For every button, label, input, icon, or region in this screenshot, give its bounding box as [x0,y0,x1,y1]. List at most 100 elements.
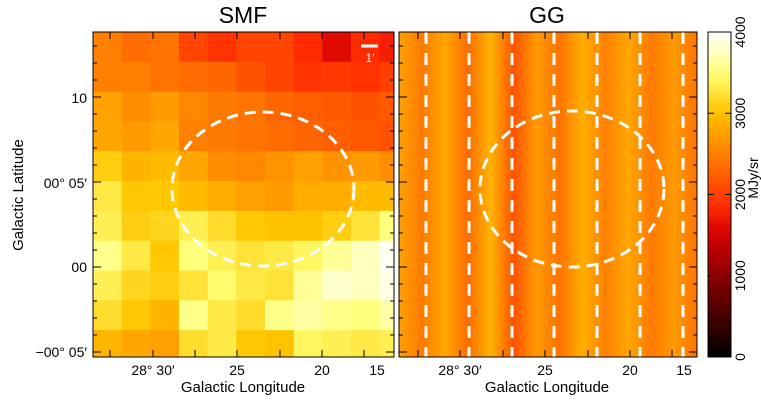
smf-heatmap-cell [293,300,323,331]
smf-heatmap-cell [351,181,381,212]
gg-x-tick-label: 25 [537,362,553,378]
smf-heatmap-cell [179,330,209,357]
smf-heatmap-cell [351,121,381,152]
smf-heatmap-cell [150,270,180,301]
smf-heatmap-cell [150,330,180,357]
smf-heatmap-cell [265,121,295,152]
smf-heatmap-cell [379,300,394,331]
smf-heatmap-cell [322,91,352,123]
smf-heatmap-cell [293,181,323,212]
smf-heatmap-cell [93,300,123,331]
smf-heatmap-cell [179,151,209,182]
smf-heatmap-cell [293,151,323,182]
smf-heatmap-cell [379,210,394,242]
y-axis-label: Galactic Latitude [10,139,27,251]
gg-region-ellipse [478,109,666,269]
colorbar-tick-label: 2000 [732,179,748,210]
smf-panel-title: SMF [219,2,268,28]
smf-heatmap-cell [293,210,323,242]
colorbar-ticks: 0 1000 2000 3000 4000 [708,16,748,361]
smf-heatmap-cell [179,32,209,63]
smf-y-tick-label: 00 [71,259,87,275]
smf-heatmap-cell [322,181,352,212]
smf-heatmap-cell [265,181,295,212]
smf-heatmap-cell [236,300,266,331]
smf-heatmap-cell [93,270,123,301]
smf-heatmap-cell [379,330,394,357]
smf-heatmap-cell [293,61,323,93]
smf-heatmap-cell [207,270,237,301]
smf-heatmap-cell [236,181,266,212]
smf-heatmap-cell [93,121,123,152]
colorbar-tick-label: 1000 [732,260,748,291]
gg-x-tick-label: 28° 30′ [438,362,482,378]
smf-heatmap-cell [351,151,381,182]
smf-heatmap-cell [322,330,352,357]
smf-heatmap-cell [150,121,180,152]
smf-heatmap-cell [351,61,381,93]
smf-heatmap-cell [265,240,295,272]
smf-heatmap-cell [236,61,266,93]
smf-heatmap-cell [179,121,209,152]
smf-heatmap-cell [207,61,237,93]
gg-panel-title: GG [529,2,565,28]
smf-heatmap-cell [322,240,352,272]
smf-heatmap-cell [379,151,394,182]
smf-heatmap-cell [121,121,151,152]
smf-heatmap-cell [93,151,123,182]
smf-heatmap-cell [93,330,123,357]
smf-heatmap-cell [150,151,180,182]
smf-heatmap-cell [351,240,381,272]
smf-heatmap-cell [236,151,266,182]
smf-heatmap-cell [379,240,394,272]
smf-heatmap-cell [265,270,295,301]
smf-heatmap-cell [150,210,180,242]
smf-heatmap-cell [293,330,323,357]
smf-heatmap-cell [121,210,151,242]
smf-heatmap-cell [121,91,151,123]
smf-heatmap-cell [121,32,151,63]
smf-heatmap-cell [207,300,237,331]
smf-heatmap-cell [121,270,151,301]
colorbar-tick-label: 0 [732,353,748,361]
smf-heatmap-cell [179,181,209,212]
smf-heatmap-cell [236,91,266,123]
smf-heatmap-cell [379,32,394,63]
smf-heatmap-cell [93,210,123,242]
smf-heatmap-cell [150,61,180,93]
smf-x-axis-label: Galactic Longitude [181,379,305,396]
gg-panel: 28° 30′ 25 20 15 Galactic Longitude [398,31,698,396]
smf-y-tick-label: −00° 05′ [36,344,88,360]
smf-heatmap-cell [179,270,209,301]
smf-heatmap-cell [207,151,237,182]
smf-heatmap-cell [179,300,209,331]
smf-heatmap-cell [207,181,237,212]
smf-heatmap-cell [179,91,209,123]
smf-heatmap-cell [351,91,381,123]
smf-heatmap-cell [379,181,394,212]
colorbar-tick-label: 3000 [732,98,748,129]
smf-heatmap-cell [265,300,295,331]
scale-bar-label: 1′ [366,51,376,65]
smf-x-tick-label: 28° 30′ [131,362,175,378]
smf-heatmap-cell [379,121,394,152]
smf-heatmap-cell [93,91,123,123]
smf-heatmap-cell [265,61,295,93]
smf-heatmap-cell [351,330,381,357]
smf-heatmap-cell [150,91,180,123]
gg-frame [398,31,698,358]
smf-y-tick-label: 00° 05′ [44,175,88,191]
smf-heatmap-cell [207,330,237,357]
smf-heatmap-cell [150,32,180,63]
smf-heatmap-cell [322,270,352,301]
smf-heatmap-cell [322,121,352,152]
smf-heatmap-cell [121,240,151,272]
smf-heatmap-cell [121,181,151,212]
smf-heatmap-cell [265,210,295,242]
smf-x-tick-label: 20 [314,362,330,378]
smf-y-tick-label: 10 [71,90,87,106]
smf-heatmap-cell [93,32,123,63]
smf-heatmap-cell [121,300,151,331]
smf-heatmap-cell [293,121,323,152]
